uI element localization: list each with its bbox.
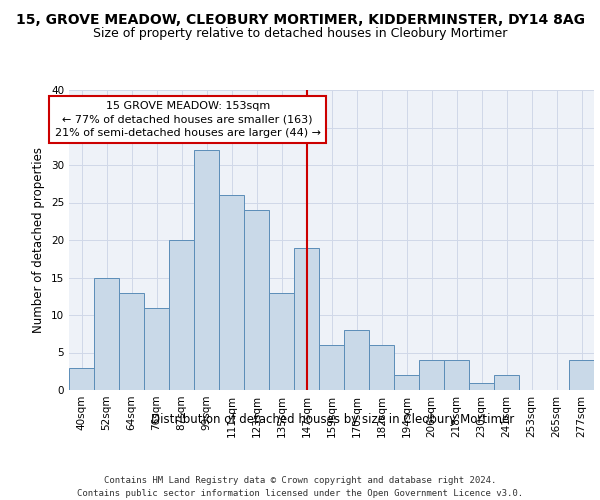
Bar [144,308,169,390]
Bar [569,360,594,390]
Y-axis label: Number of detached properties: Number of detached properties [32,147,46,333]
Bar [269,292,294,390]
Bar [169,240,194,390]
Bar [444,360,469,390]
Bar [369,345,394,390]
Text: Size of property relative to detached houses in Cleobury Mortimer: Size of property relative to detached ho… [93,28,507,40]
Text: Contains HM Land Registry data © Crown copyright and database right 2024.
Contai: Contains HM Land Registry data © Crown c… [77,476,523,498]
Bar [219,195,244,390]
Bar [344,330,369,390]
Text: 15 GROVE MEADOW: 153sqm
← 77% of detached houses are smaller (163)
21% of semi-d: 15 GROVE MEADOW: 153sqm ← 77% of detache… [55,101,321,138]
Bar [94,278,119,390]
Bar [194,150,219,390]
Bar [244,210,269,390]
Bar [469,382,494,390]
Text: 15, GROVE MEADOW, CLEOBURY MORTIMER, KIDDERMINSTER, DY14 8AG: 15, GROVE MEADOW, CLEOBURY MORTIMER, KID… [16,12,584,26]
Bar [69,368,94,390]
Bar [319,345,344,390]
Bar [119,292,144,390]
Text: Distribution of detached houses by size in Cleobury Mortimer: Distribution of detached houses by size … [151,412,515,426]
Bar [294,248,319,390]
Bar [494,375,519,390]
Bar [394,375,419,390]
Bar [419,360,444,390]
